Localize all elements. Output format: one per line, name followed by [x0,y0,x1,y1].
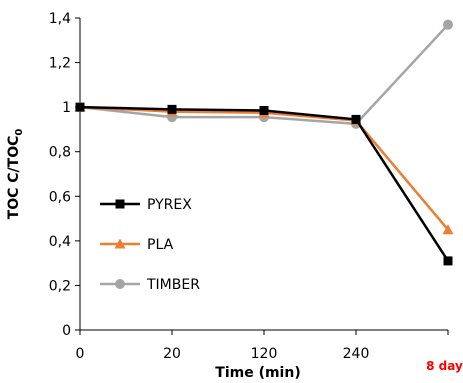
data-point-pyrex [351,114,361,124]
x-tick-label: 20 [163,346,181,362]
legend-label: PLA [147,237,174,253]
legend-item-pla: PLA [100,237,174,253]
y-axis-title-subscript: 0 [14,129,25,136]
y-axis-title-main: TOC C/TOC [6,136,22,220]
data-point-timber [443,19,453,30]
series-line-pla [79,105,449,231]
legend-swatch-marker [115,279,125,289]
legend-item-pyrex: PYREX [100,197,192,213]
legend: PYREX PLA TIMBER [100,197,200,293]
series-line-pyrex [79,105,450,262]
x-axis-title: Time (min) [215,365,300,381]
y-ticks: 0 0,2 0,4 0,6 0,8 1 1,2 1,4 [49,11,80,339]
y-tick-label: 0,4 [49,234,71,250]
legend-label: TIMBER [146,277,200,293]
data-point-pyrex [167,104,177,114]
legend-swatch-marker [114,238,126,249]
legend-item-timber: TIMBER [100,277,200,293]
data-point-pla [442,224,454,235]
x-tick-label: 240 [343,346,370,362]
legend-swatch-marker [115,199,125,209]
legend-label: PYREX [147,197,192,213]
y-tick-label: 1,2 [49,56,71,72]
y-tick-label: 0 [62,323,71,339]
data-point-pyrex [75,102,85,112]
y-tick-label: 1,4 [49,11,71,27]
y-tick-label: 1 [62,100,71,116]
x-tick-label: 0 [76,346,85,362]
data-point-pyrex [443,256,453,266]
x-ticks: 0 20 120 240 8 days [76,330,463,373]
x-tick-label: 120 [251,346,278,362]
y-tick-label: 0,6 [49,189,71,205]
y-tick-label: 0,2 [49,278,71,294]
y-tick-label: 0,8 [49,145,71,161]
y-axis-title: TOC C/TOC0 [6,129,25,220]
data-point-pyrex [259,105,269,115]
series-group [74,19,454,266]
x-tick-label: 8 days [426,359,463,373]
series-pyrex [75,102,453,266]
